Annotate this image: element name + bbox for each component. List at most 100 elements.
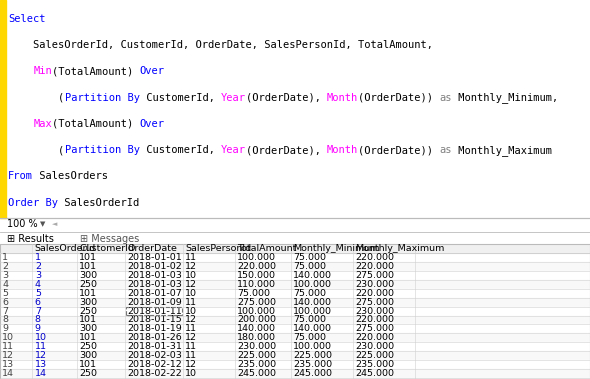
Text: 2018-01-02: 2018-01-02 [127, 262, 182, 271]
Text: 75.000: 75.000 [293, 262, 326, 271]
Bar [0, 360, 590, 369]
Text: 300: 300 [79, 298, 97, 307]
Bar [0, 253, 590, 262]
Text: 13: 13 [2, 360, 15, 369]
Text: 150.000: 150.000 [237, 271, 276, 280]
Text: 9: 9 [35, 324, 41, 333]
Text: 12: 12 [185, 262, 197, 271]
Text: 75.000: 75.000 [293, 289, 326, 298]
Text: 10: 10 [185, 271, 197, 280]
Text: 3: 3 [2, 271, 8, 280]
Text: 75.000: 75.000 [293, 333, 326, 342]
Text: 300: 300 [79, 271, 97, 280]
Text: Monthly_Minimum: Monthly_Minimum [293, 244, 380, 254]
Text: 10: 10 [185, 369, 197, 378]
Text: 12: 12 [35, 351, 47, 360]
Text: 300: 300 [79, 324, 97, 333]
Text: TotalAmount: TotalAmount [237, 244, 297, 254]
Text: CustomerId,: CustomerId, [139, 145, 221, 155]
Bar [0, 315, 590, 324]
Text: 225.000: 225.000 [355, 351, 394, 360]
Text: (TotalAmount): (TotalAmount) [52, 119, 139, 129]
Text: 11: 11 [185, 342, 197, 351]
Text: 2018-02-22: 2018-02-22 [127, 369, 182, 378]
Text: Min: Min [33, 66, 52, 77]
Text: 2018-01-26: 2018-01-26 [127, 333, 182, 342]
Text: 10: 10 [185, 307, 197, 316]
Text: (OrderDate)): (OrderDate)) [358, 93, 440, 103]
Text: 5: 5 [35, 289, 41, 298]
Bar [126, 307, 182, 315]
Bar [0, 0, 6, 218]
Bar [0, 271, 590, 280]
Text: 6: 6 [35, 298, 41, 307]
Text: Monthly_Maximum: Monthly_Maximum [452, 145, 552, 156]
Bar [0, 262, 590, 271]
Text: OrderDate: OrderDate [127, 244, 178, 254]
Text: SalesOrderId: SalesOrderId [35, 244, 96, 254]
Text: 235.000: 235.000 [293, 360, 332, 369]
Text: 75.000: 75.000 [293, 315, 326, 324]
Bar [0, 289, 590, 298]
Text: 101: 101 [79, 360, 97, 369]
Text: 10: 10 [2, 333, 14, 342]
Text: 220.000: 220.000 [355, 315, 394, 324]
Text: 275.000: 275.000 [237, 298, 276, 307]
Text: 12: 12 [185, 315, 197, 324]
Text: 245.000: 245.000 [293, 369, 332, 378]
Text: 75.000: 75.000 [293, 253, 326, 262]
Text: 250: 250 [79, 280, 97, 289]
Text: 6: 6 [2, 298, 8, 307]
Text: 100.000: 100.000 [293, 307, 332, 316]
Text: Over: Over [139, 66, 165, 77]
Text: 11: 11 [2, 342, 14, 351]
Text: 220.000: 220.000 [237, 262, 276, 271]
Bar [0, 351, 590, 360]
Bar [0, 298, 590, 307]
Text: 2018-01-11: 2018-01-11 [127, 307, 182, 316]
Bar [0, 280, 590, 289]
Text: 2018-01-31: 2018-01-31 [127, 342, 182, 351]
Text: 101: 101 [79, 289, 97, 298]
Text: Month: Month [327, 145, 358, 155]
Text: SalesOrderId, CustomerId, OrderDate, SalesPersonId, TotalAmount,: SalesOrderId, CustomerId, OrderDate, Sal… [8, 40, 433, 50]
Text: 225.000: 225.000 [237, 351, 276, 360]
Text: 2: 2 [35, 262, 41, 271]
Text: 230.000: 230.000 [355, 342, 394, 351]
Text: 1: 1 [35, 253, 41, 262]
Text: 230.000: 230.000 [355, 280, 394, 289]
Text: 140.000: 140.000 [293, 298, 332, 307]
Text: 12: 12 [185, 280, 197, 289]
Text: 13: 13 [35, 360, 47, 369]
Text: 7: 7 [2, 307, 8, 316]
Text: Partition By: Partition By [64, 145, 139, 155]
Text: Monthly_Maximum: Monthly_Maximum [355, 244, 444, 254]
Text: 140.000: 140.000 [293, 324, 332, 333]
Text: Select: Select [8, 14, 46, 24]
Text: 100.000: 100.000 [293, 280, 332, 289]
Text: 2018-01-15: 2018-01-15 [127, 315, 182, 324]
Text: Month: Month [327, 93, 358, 103]
Text: 250: 250 [79, 369, 97, 378]
Text: Order By: Order By [8, 198, 58, 208]
Text: (OrderDate),: (OrderDate), [246, 93, 327, 103]
Text: 4: 4 [2, 280, 8, 289]
Text: 10: 10 [185, 289, 197, 298]
Bar [0, 244, 590, 253]
Text: 1: 1 [2, 253, 8, 262]
Text: 275.000: 275.000 [355, 298, 394, 307]
Text: 3: 3 [35, 271, 41, 280]
Text: 14: 14 [35, 369, 47, 378]
Text: 235.000: 235.000 [355, 360, 394, 369]
Text: 5: 5 [2, 289, 8, 298]
Text: (OrderDate),: (OrderDate), [246, 145, 327, 155]
Text: 140.000: 140.000 [293, 271, 332, 280]
Text: Monthly_Minimum,: Monthly_Minimum, [452, 92, 558, 103]
Text: 12: 12 [185, 360, 197, 369]
Text: 275.000: 275.000 [355, 324, 394, 333]
Text: 300: 300 [79, 351, 97, 360]
Text: 250: 250 [79, 307, 97, 316]
Text: 8: 8 [35, 315, 41, 324]
Text: 11: 11 [35, 342, 47, 351]
Text: (OrderDate)): (OrderDate)) [358, 145, 440, 155]
